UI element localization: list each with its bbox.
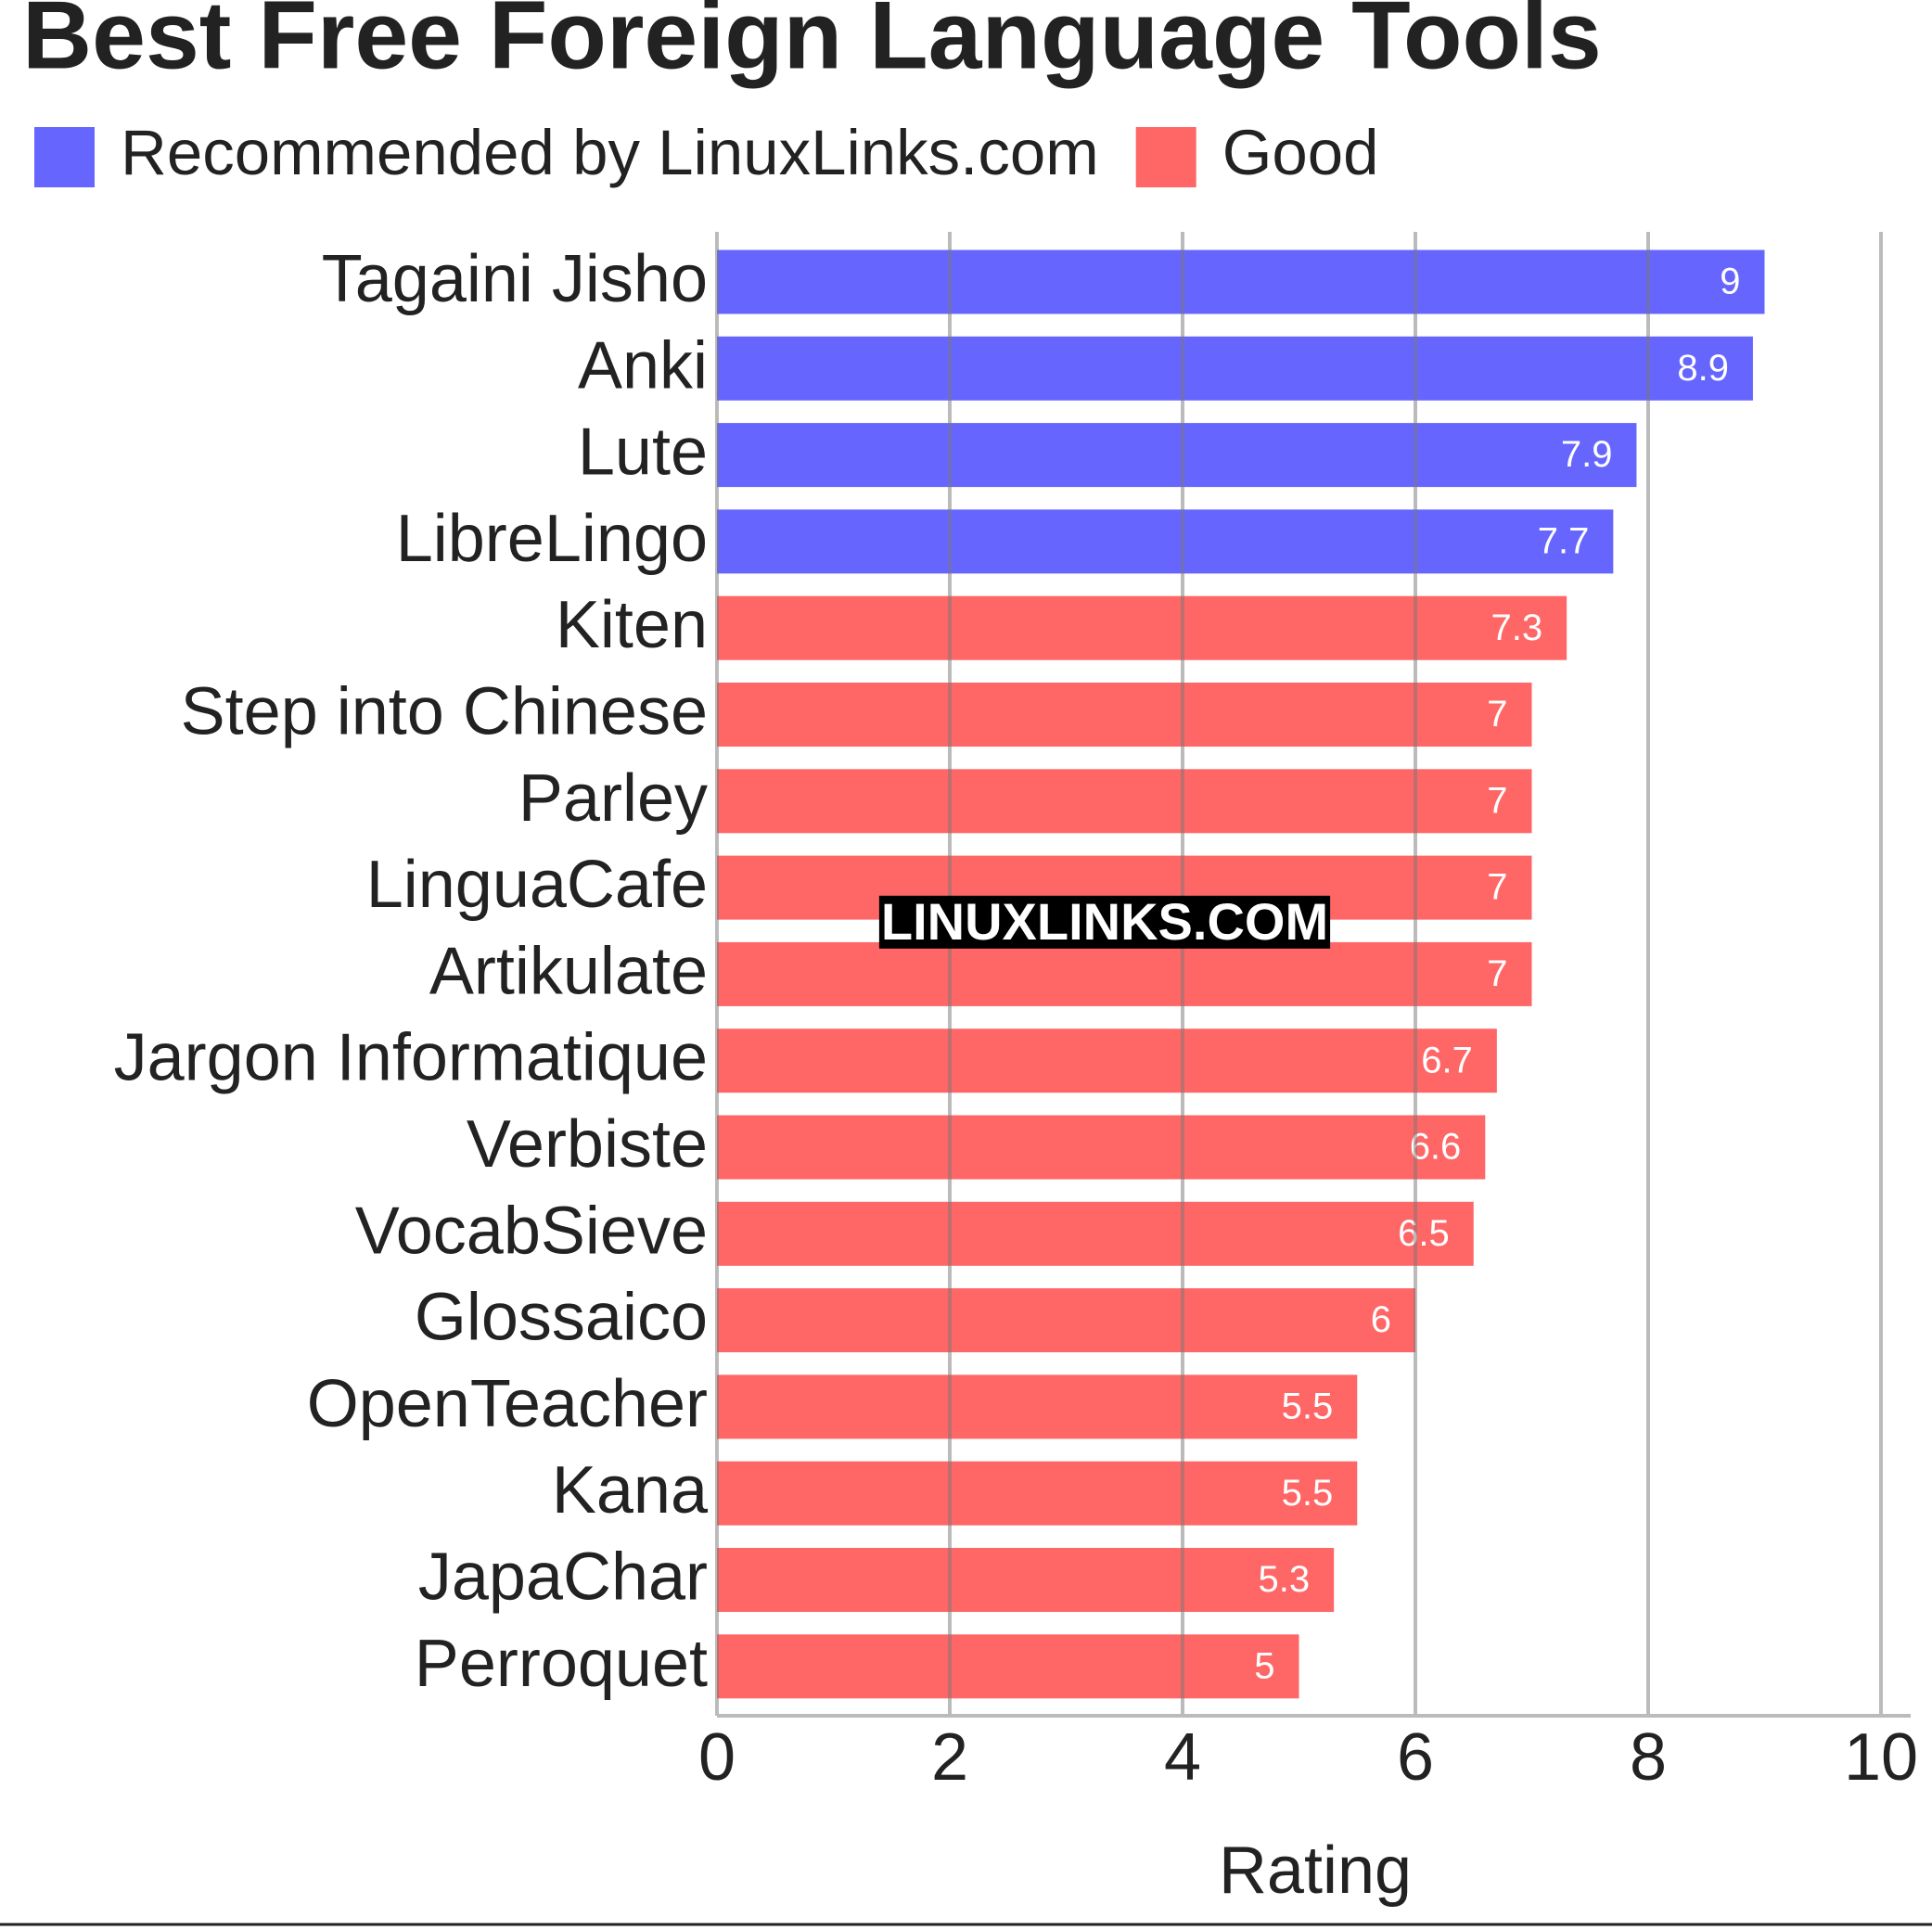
bar (717, 1461, 1358, 1526)
value-label: 7.3 (1491, 607, 1543, 648)
x-tick-label: 8 (1630, 1720, 1667, 1795)
bar (717, 1201, 1474, 1266)
x-tick-label: 4 (1164, 1720, 1201, 1795)
value-label: 7.7 (1538, 520, 1590, 561)
value-label: 5 (1254, 1645, 1274, 1686)
y-tick-label: Anki (578, 328, 708, 403)
y-tick-label: OpenTeacher (307, 1367, 708, 1441)
value-label: 6.5 (1398, 1213, 1450, 1254)
chart-title: Best Free Foreign Language Tools (22, 0, 1602, 89)
value-label: 6.6 (1410, 1127, 1462, 1168)
bar (717, 1634, 1299, 1699)
value-label: 6 (1371, 1299, 1391, 1340)
bar (717, 423, 1637, 488)
value-label: 7 (1487, 867, 1507, 908)
y-tick-label: Glossaico (415, 1281, 708, 1355)
y-tick-label: LinguaCafe (366, 848, 708, 922)
legend-swatch (1135, 127, 1196, 187)
y-tick-label: JapaChar (418, 1540, 708, 1615)
bar (717, 1374, 1358, 1439)
value-label: 9 (1720, 262, 1740, 302)
value-label: 7.9 (1561, 434, 1613, 475)
bar (717, 769, 1532, 834)
value-label: 5.3 (1259, 1559, 1311, 1600)
bar (717, 683, 1532, 747)
watermark: LINUXLINKS.COM (881, 892, 1328, 951)
bar (717, 249, 1765, 314)
bar (717, 595, 1567, 660)
y-tick-label: Artikulate (429, 934, 708, 1008)
value-label: 5.5 (1282, 1386, 1334, 1426)
value-label: 7 (1487, 780, 1507, 821)
y-tick-label: Parley (518, 761, 708, 836)
bar (717, 1115, 1486, 1180)
x-tick-label: 10 (1844, 1720, 1918, 1795)
y-tick-label: LibreLingo (396, 502, 708, 576)
y-tick-label: Verbiste (467, 1107, 708, 1182)
value-label: 8.9 (1677, 348, 1729, 389)
x-tick-label: 0 (698, 1720, 736, 1795)
y-tick-label: Tagaini Jisho (322, 242, 708, 316)
y-tick-label: Kiten (556, 588, 708, 662)
bar (717, 941, 1532, 1006)
x-tick-label: 6 (1397, 1720, 1434, 1795)
watermark-box (878, 895, 1331, 949)
bar (717, 336, 1753, 401)
y-tick-label: Step into Chinese (181, 675, 708, 749)
bar (717, 1029, 1497, 1093)
x-axis-title: Rating (1219, 1834, 1412, 1908)
legend-label: Recommended by LinuxLinks.com (121, 117, 1099, 188)
bar (717, 1548, 1335, 1612)
value-label: 6.7 (1421, 1040, 1473, 1080)
y-tick-label: Kana (552, 1453, 709, 1527)
value-label: 7 (1487, 953, 1507, 994)
bar (717, 509, 1614, 574)
legend-swatch (34, 127, 95, 187)
legend-label: Good (1222, 117, 1379, 188)
x-tick-label: 2 (931, 1720, 968, 1795)
value-label: 7 (1487, 694, 1507, 735)
y-tick-label: VocabSieve (355, 1194, 708, 1268)
y-tick-label: Perroquet (415, 1627, 708, 1701)
y-tick-label: Lute (578, 415, 708, 490)
value-label: 5.5 (1282, 1473, 1334, 1514)
bar (717, 1288, 1415, 1353)
y-tick-label: Jargon Informatique (114, 1021, 708, 1095)
